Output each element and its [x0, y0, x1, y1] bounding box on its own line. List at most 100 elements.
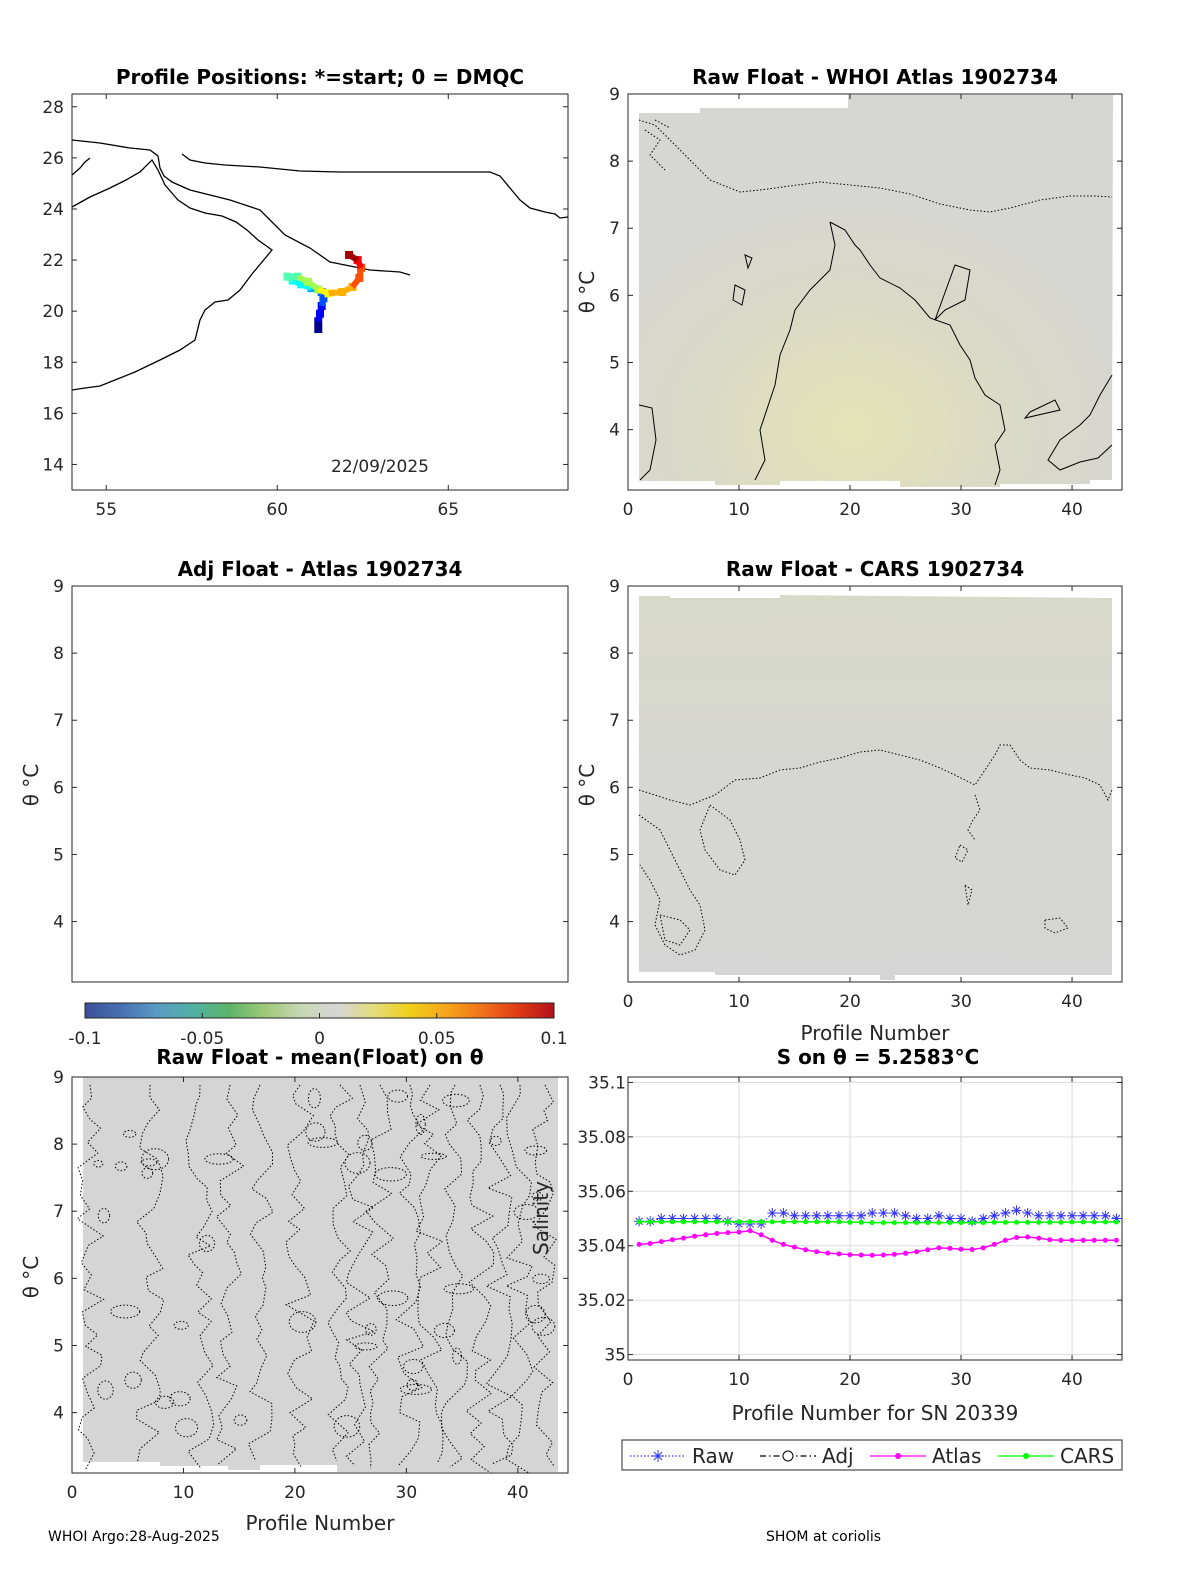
y-tick-label: 7 [53, 711, 64, 731]
colorbar-tick-label: 0.05 [418, 1029, 456, 1049]
anomaly-loop [357, 1134, 373, 1152]
legend-label-adj: Adj [822, 1444, 854, 1468]
legend-box [621, 1439, 1123, 1471]
series-atlas-point [636, 1241, 642, 1247]
series-cars-point [936, 1220, 942, 1226]
anomaly-loop [406, 1379, 419, 1391]
salinity-series [634, 1205, 1122, 1258]
series-raw-point [789, 1210, 800, 1221]
series-atlas-point [1047, 1237, 1053, 1243]
adj-ticks: 4 5 6 7 8 9 [53, 577, 568, 933]
series-atlas-point [736, 1229, 742, 1235]
coastline-north [181, 153, 569, 219]
series-raw-point [978, 1213, 989, 1224]
footer-left: WHOI Argo:28-Aug-2025 [48, 1529, 220, 1545]
series-raw-point [656, 1213, 667, 1224]
series-raw-point [778, 1208, 789, 1219]
x-tick-label: 0 [623, 992, 634, 1012]
series-cars-point [1113, 1219, 1119, 1225]
y-tick-label: 6 [53, 1269, 64, 1289]
series-cars-point [803, 1219, 809, 1225]
series-cars-point [1014, 1219, 1019, 1225]
x-tick-label: 10 [728, 992, 750, 1012]
anomaly-contour [505, 1084, 534, 1474]
series-atlas-point [880, 1252, 886, 1258]
series-cars-point [925, 1220, 931, 1226]
series-atlas-point [1102, 1237, 1108, 1243]
y-tick-label: 4 [609, 913, 620, 933]
colorbar: -0.1 -0.05 0 0.05 0.1 [68, 1002, 568, 1049]
series-cars-point [914, 1220, 920, 1226]
series-atlas-point [792, 1244, 797, 1250]
atlas-title: Raw Float - WHOI Atlas 1902734 [692, 65, 1058, 89]
float-track [283, 250, 366, 334]
atlas-panel: Raw Float - WHOI Atlas 1902734 θ °C 0 10 2… [575, 65, 1123, 520]
anomaly-contour [415, 1084, 444, 1464]
anomaly-contour [284, 1084, 315, 1467]
series-cars-point [1058, 1219, 1064, 1225]
series-atlas-point [669, 1237, 675, 1243]
anomaly-contour [327, 1084, 354, 1461]
anomaly-loop [97, 1208, 111, 1224]
series-raw-point [867, 1208, 878, 1219]
series-atlas-point [703, 1232, 709, 1238]
series-raw-point [700, 1213, 711, 1224]
series-raw-point [944, 1213, 955, 1224]
series-atlas-point [769, 1237, 775, 1243]
anomaly-loop [174, 1418, 199, 1438]
salinity-title: S on θ = 5.2583°C [777, 1045, 980, 1069]
series-cars-point [1036, 1219, 1042, 1225]
series-raw-point [689, 1213, 700, 1224]
series-raw-point [878, 1208, 889, 1219]
colorbar-tick-label: 0.1 [540, 1029, 567, 1049]
anomaly-title: Raw Float - mean(Float) on θ [156, 1045, 483, 1069]
anomaly-loop [525, 1305, 546, 1324]
series-raw-point [1100, 1210, 1111, 1221]
y-tick-label: 35.04 [577, 1237, 626, 1257]
series-atlas-point [1091, 1237, 1097, 1243]
x-tick-label: 0 [623, 1370, 634, 1390]
series-atlas-point [891, 1251, 897, 1257]
x-tick-label: 0 [623, 500, 634, 520]
track-segment [291, 277, 303, 288]
atlas-field [639, 95, 1113, 487]
track-segment [356, 267, 365, 279]
x-tick-label: 20 [284, 1483, 306, 1503]
cars-ylabel: θ °C [575, 764, 599, 807]
anomaly-contour [215, 1084, 245, 1466]
anomaly-loop [305, 1122, 326, 1142]
anomaly-axes [71, 1076, 569, 1474]
series-cars-line [639, 1221, 1117, 1224]
anomaly-loop [307, 1137, 338, 1148]
series-raw-point [833, 1210, 844, 1221]
adj-ylabel: θ °C [19, 764, 43, 807]
y-tick-label: 35.06 [577, 1182, 626, 1202]
x-tick-label: 10 [173, 1483, 195, 1503]
track-segment [354, 258, 364, 269]
y-tick-label: 5 [609, 353, 620, 373]
series-cars-point [692, 1219, 698, 1225]
track-segment [306, 279, 321, 292]
series-raw-point [800, 1210, 811, 1221]
series-atlas-point [1002, 1237, 1008, 1243]
series-raw-point [1000, 1208, 1011, 1219]
series-atlas-point [1025, 1234, 1031, 1240]
anomaly-loop [288, 1311, 317, 1333]
series-cars-point [647, 1219, 653, 1225]
series-atlas-point [847, 1252, 853, 1258]
y-tick-label: 8 [53, 644, 64, 664]
series-raw-point [1011, 1205, 1022, 1216]
series-cars-point [825, 1219, 831, 1225]
series-cars-point [1002, 1219, 1008, 1225]
series-atlas-point [692, 1233, 698, 1239]
series-cars-point [747, 1219, 753, 1225]
series-cars-point [758, 1219, 764, 1225]
atlas-contour-5 [754, 221, 1006, 486]
x-tick-label: 40 [1061, 1370, 1083, 1390]
atlas-contour-8 [638, 119, 1113, 213]
series-atlas-point [725, 1230, 731, 1236]
series-cars-point [669, 1219, 675, 1225]
salinity-xlabel: Profile Number for SN 20339 [732, 1401, 1019, 1425]
legend-label-cars: CARS [1060, 1444, 1114, 1468]
anomaly-loop [443, 1283, 474, 1295]
